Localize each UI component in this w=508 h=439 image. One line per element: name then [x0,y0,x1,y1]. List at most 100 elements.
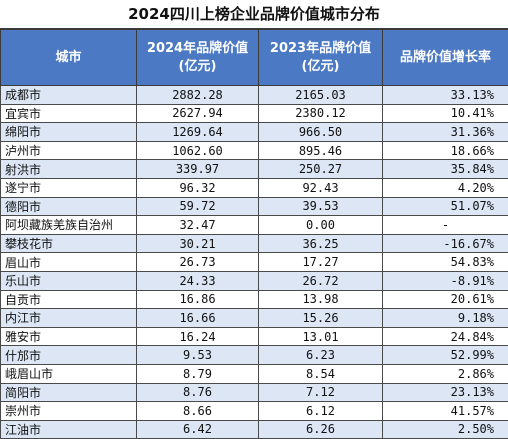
cell-value-2024: 1269.64 [137,123,259,142]
cell-value-2023: 6.26 [259,420,383,439]
cell-growth: 52.99% [383,346,508,365]
cell-city: 什邡市 [1,346,137,365]
cell-value-2024: 30.21 [137,234,259,253]
cell-city: 内江市 [1,309,137,328]
cell-growth: 31.36% [383,123,508,142]
cell-value-2024: 8.66 [137,402,259,421]
document: 2024四川上榜企业品牌价值城市分布 城市 2024年品牌价值 (亿元) 202… [0,0,508,427]
cell-value-2024: 59.72 [137,197,259,216]
cell-value-2024: 8.76 [137,383,259,402]
cell-value-2024: 1062.60 [137,141,259,160]
header-2024-label: 2024年品牌价值 [137,40,258,58]
cell-city: 攀枝花市 [1,234,137,253]
cell-growth: 20.61% [383,290,508,309]
cell-city: 乐山市 [1,271,137,290]
cell-growth: 9.18% [383,309,508,328]
cell-growth: 23.13% [383,383,508,402]
data-table: 城市 2024年品牌价值 (亿元) 2023年品牌价值 (亿元) 品牌价值增长率… [0,29,508,439]
cell-value-2023: 250.27 [259,160,383,179]
cell-growth: 54.83% [383,253,508,272]
cell-value-2023: 13.98 [259,290,383,309]
cell-value-2024: 6.42 [137,420,259,439]
header-2023: 2023年品牌价值 (亿元) [259,30,383,86]
header-city: 城市 [1,30,137,86]
cell-growth: 35.84% [383,160,508,179]
cell-value-2023: 7.12 [259,383,383,402]
cell-value-2024: 8.79 [137,364,259,383]
cell-city: 阿坝藏族羌族自治州 [1,216,137,235]
cell-value-2023: 15.26 [259,309,383,328]
cell-city: 宜宾市 [1,104,137,123]
cell-growth: 18.66% [383,141,508,160]
cell-city: 成都市 [1,86,137,105]
cell-value-2023: 92.43 [259,178,383,197]
cell-value-2024: 96.32 [137,178,259,197]
cell-city: 绵阳市 [1,123,137,142]
page-title: 2024四川上榜企业品牌价值城市分布 [0,0,508,29]
cell-value-2023: 17.27 [259,253,383,272]
cell-growth: 2.50% [383,420,508,439]
header-2023-unit: (亿元) [259,58,382,76]
cell-value-2024: 2627.94 [137,104,259,123]
cell-value-2024: 339.97 [137,160,259,179]
cell-growth: 51.07% [383,197,508,216]
cell-value-2024: 16.24 [137,327,259,346]
cell-value-2024: 16.86 [137,290,259,309]
cell-value-2023: 0.00 [259,216,383,235]
cell-city: 雅安市 [1,327,137,346]
cell-city: 射洪市 [1,160,137,179]
cell-value-2024: 16.66 [137,309,259,328]
header-2024-unit: (亿元) [137,58,258,76]
cell-value-2024: 26.73 [137,253,259,272]
cell-value-2023: 8.54 [259,364,383,383]
cell-value-2023: 2380.12 [259,104,383,123]
cell-value-2023: 895.46 [259,141,383,160]
cell-value-2023: 13.01 [259,327,383,346]
cell-value-2024: 24.33 [137,271,259,290]
cell-growth: 2.86% [383,364,508,383]
header-growth: 品牌价值增长率 [383,30,508,86]
cell-growth: -8.91% [383,271,508,290]
cell-city: 德阳市 [1,197,137,216]
table-header: 城市 2024年品牌价值 (亿元) 2023年品牌价值 (亿元) 品牌价值增长率 [1,30,508,86]
header-2024: 2024年品牌价值 (亿元) [137,30,259,86]
cell-growth: - [383,216,508,235]
cell-growth: 41.57% [383,402,508,421]
cell-growth: 10.41% [383,104,508,123]
cell-value-2023: 39.53 [259,197,383,216]
cell-value-2024: 32.47 [137,216,259,235]
cell-city: 峨眉山市 [1,364,137,383]
cell-city: 泸州市 [1,141,137,160]
cell-city: 眉山市 [1,253,137,272]
cell-city: 简阳市 [1,383,137,402]
cell-growth: 33.13% [383,86,508,105]
cell-value-2024: 2882.28 [137,86,259,105]
cell-growth: 24.84% [383,327,508,346]
cell-value-2023: 2165.03 [259,86,383,105]
cell-value-2023: 966.50 [259,123,383,142]
cell-value-2023: 36.25 [259,234,383,253]
cell-value-2024: 9.53 [137,346,259,365]
cell-value-2023: 26.72 [259,271,383,290]
header-2023-label: 2023年品牌价值 [259,40,382,58]
